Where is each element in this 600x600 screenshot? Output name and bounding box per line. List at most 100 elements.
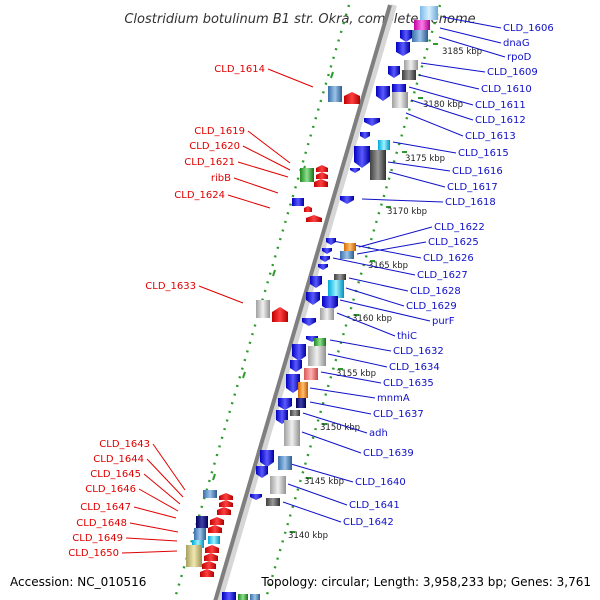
gene-label-cld-1637[interactable]: CLD_1637 bbox=[373, 409, 424, 420]
gene-arrow-red-5[interactable] bbox=[205, 545, 219, 553]
gene-arrow-rev-5[interactable] bbox=[360, 132, 370, 139]
gene-block-cld-1635[interactable] bbox=[304, 368, 318, 380]
gene-block-rpod[interactable] bbox=[412, 30, 428, 42]
gene-arrow-rev-10[interactable] bbox=[310, 276, 322, 288]
gene-block-cld-1641[interactable] bbox=[270, 476, 286, 494]
gene-arrow-cld-1616[interactable] bbox=[354, 146, 370, 168]
gene-label-purf[interactable]: purF bbox=[432, 316, 455, 327]
gene-label-cld-1643[interactable]: CLD_1643 bbox=[99, 439, 150, 450]
gene-label-cld-1634[interactable]: CLD_1634 bbox=[389, 362, 440, 373]
gene-label-cld-1611[interactable]: CLD_1611 bbox=[475, 100, 526, 111]
gene-block-rev-17[interactable] bbox=[278, 456, 292, 470]
gene-label-cld-1648[interactable]: CLD_1648 bbox=[76, 518, 127, 529]
gene-block-cld-1606[interactable] bbox=[420, 6, 438, 20]
gene-label-cld-1635[interactable]: CLD_1635 bbox=[383, 378, 434, 389]
gene-block-cld-1610[interactable] bbox=[402, 70, 416, 80]
gene-block-navy-1[interactable] bbox=[296, 398, 306, 408]
gene-arrow-cld-1646[interactable] bbox=[217, 507, 231, 515]
gene-block-dnag[interactable] bbox=[414, 20, 430, 30]
gene-label-cld-1647[interactable]: CLD_1647 bbox=[80, 502, 131, 513]
gene-arrow-cld-1614[interactable] bbox=[344, 92, 360, 104]
gene-block-cld-1650[interactable] bbox=[186, 545, 202, 567]
gene-block-cld-1637[interactable] bbox=[298, 382, 308, 398]
gene-block-cld-1615[interactable] bbox=[378, 140, 390, 150]
gene-label-cld-1622[interactable]: CLD_1622 bbox=[434, 222, 485, 233]
gene-block-cld-1622[interactable] bbox=[344, 243, 356, 251]
gene-label-cld-1615[interactable]: CLD_1615 bbox=[458, 148, 509, 159]
gene-block-cld-1617[interactable] bbox=[370, 150, 386, 180]
gene-arrow-cld-1618[interactable] bbox=[340, 196, 354, 204]
gene-arrow-cld-1629[interactable] bbox=[306, 292, 320, 305]
gene-label-cld-1617[interactable]: CLD_1617 bbox=[447, 182, 498, 193]
gene-label-rpod[interactable]: rpoD bbox=[507, 52, 532, 63]
gene-arrow-rev-14[interactable] bbox=[290, 360, 302, 372]
gene-arrow-rev-6[interactable] bbox=[350, 168, 360, 173]
gene-block-cld-1634[interactable] bbox=[308, 346, 326, 366]
gene-label-cld-1621[interactable]: CLD_1621 bbox=[184, 157, 235, 168]
gene-arrow-cld-1644[interactable] bbox=[219, 493, 233, 500]
gene-block-cld-1609[interactable] bbox=[404, 60, 418, 70]
gene-block-cld-1624[interactable] bbox=[292, 198, 304, 206]
gene-label-cld-1610[interactable]: CLD_1610 bbox=[481, 84, 532, 95]
gene-label-cld-1627[interactable]: CLD_1627 bbox=[417, 270, 468, 281]
gene-block-cld-1648[interactable] bbox=[194, 528, 206, 540]
gene-arrow-cld-1619[interactable] bbox=[316, 165, 328, 172]
gene-arrow-rev-2[interactable] bbox=[396, 42, 410, 56]
gene-block-cld-1632[interactable] bbox=[314, 338, 326, 346]
gene-arrow-red-8[interactable] bbox=[200, 569, 214, 577]
gene-arrow-cld-1640[interactable] bbox=[260, 450, 274, 467]
gene-block-thic[interactable] bbox=[320, 308, 334, 320]
gene-block-rev-9[interactable] bbox=[334, 274, 346, 280]
gene-label-cld-1641[interactable]: CLD_1641 bbox=[349, 500, 400, 511]
gene-block-cld-1612[interactable] bbox=[392, 92, 408, 108]
gene-arrow-rev-7[interactable] bbox=[322, 248, 332, 254]
gene-arrow-red-1[interactable] bbox=[306, 215, 322, 222]
gene-block-bottom-2[interactable] bbox=[238, 594, 248, 600]
gene-arrow-cld-1645[interactable] bbox=[219, 500, 233, 507]
gene-block-cld-1614[interactable] bbox=[328, 86, 342, 102]
gene-label-mnma[interactable]: mnmA bbox=[377, 393, 410, 404]
gene-label-cld-1609[interactable]: CLD_1609 bbox=[487, 67, 538, 78]
gene-block-bottom-3[interactable] bbox=[250, 594, 260, 600]
gene-label-cld-1618[interactable]: CLD_1618 bbox=[445, 197, 496, 208]
gene-arrow-mnma[interactable] bbox=[286, 374, 300, 393]
gene-label-cld-1619[interactable]: CLD_1619 bbox=[194, 126, 245, 137]
gene-arrow-rev-8[interactable] bbox=[318, 264, 328, 270]
gene-label-cld-1632[interactable]: CLD_1632 bbox=[393, 346, 444, 357]
gene-arrow-rev-11[interactable] bbox=[302, 318, 316, 326]
gene-label-cld-1649[interactable]: CLD_1649 bbox=[72, 533, 123, 544]
gene-label-cld-1616[interactable]: CLD_1616 bbox=[452, 166, 503, 177]
gene-arrow-purf[interactable] bbox=[322, 296, 338, 311]
gene-arrow-cld-1613[interactable] bbox=[364, 118, 380, 126]
gene-block-cld-1649[interactable] bbox=[192, 540, 204, 548]
gene-block-cld-1628[interactable] bbox=[328, 280, 344, 298]
gene-arrow-red-7[interactable] bbox=[202, 561, 216, 569]
gene-block-cld-1611[interactable] bbox=[392, 84, 406, 92]
gene-label-cld-1645[interactable]: CLD_1645 bbox=[90, 469, 141, 480]
gene-arrow-ribb[interactable] bbox=[314, 179, 328, 187]
gene-block-cld-1642[interactable] bbox=[266, 498, 280, 506]
gene-arrow-red-4[interactable] bbox=[208, 525, 222, 533]
gene-arrow-red-6[interactable] bbox=[204, 553, 218, 561]
gene-block-cld-1647[interactable] bbox=[196, 516, 208, 528]
gene-label-cld-1650[interactable]: CLD_1650 bbox=[68, 548, 119, 559]
gene-label-cld-1646[interactable]: CLD_1646 bbox=[85, 484, 136, 495]
gene-label-cld-1644[interactable]: CLD_1644 bbox=[93, 454, 144, 465]
gene-block-cld-1621[interactable] bbox=[300, 168, 314, 182]
gene-arrow-rev-1[interactable] bbox=[400, 30, 412, 42]
gene-arrow-rev-19[interactable] bbox=[250, 494, 262, 500]
gene-label-cld-1612[interactable]: CLD_1612 bbox=[475, 115, 526, 126]
gene-block-bottom-1[interactable] bbox=[222, 592, 236, 600]
gene-block-cyan-1[interactable] bbox=[208, 536, 220, 544]
gene-label-cld-1629[interactable]: CLD_1629 bbox=[406, 301, 457, 312]
gene-arrow-cld-1620[interactable] bbox=[316, 172, 328, 179]
gene-arrow-rev-3[interactable] bbox=[388, 66, 400, 78]
gene-arrow-adh[interactable] bbox=[278, 398, 292, 410]
gene-block-cld-1639[interactable] bbox=[284, 420, 300, 446]
gene-label-cld-1640[interactable]: CLD_1640 bbox=[355, 477, 406, 488]
gene-label-cld-1625[interactable]: CLD_1625 bbox=[428, 237, 479, 248]
gene-block-cld-1626[interactable] bbox=[340, 251, 354, 259]
gene-label-cld-1639[interactable]: CLD_1639 bbox=[363, 448, 414, 459]
gene-label-cld-1633[interactable]: CLD_1633 bbox=[145, 281, 196, 292]
gene-arrow-rev-4[interactable] bbox=[376, 86, 390, 101]
